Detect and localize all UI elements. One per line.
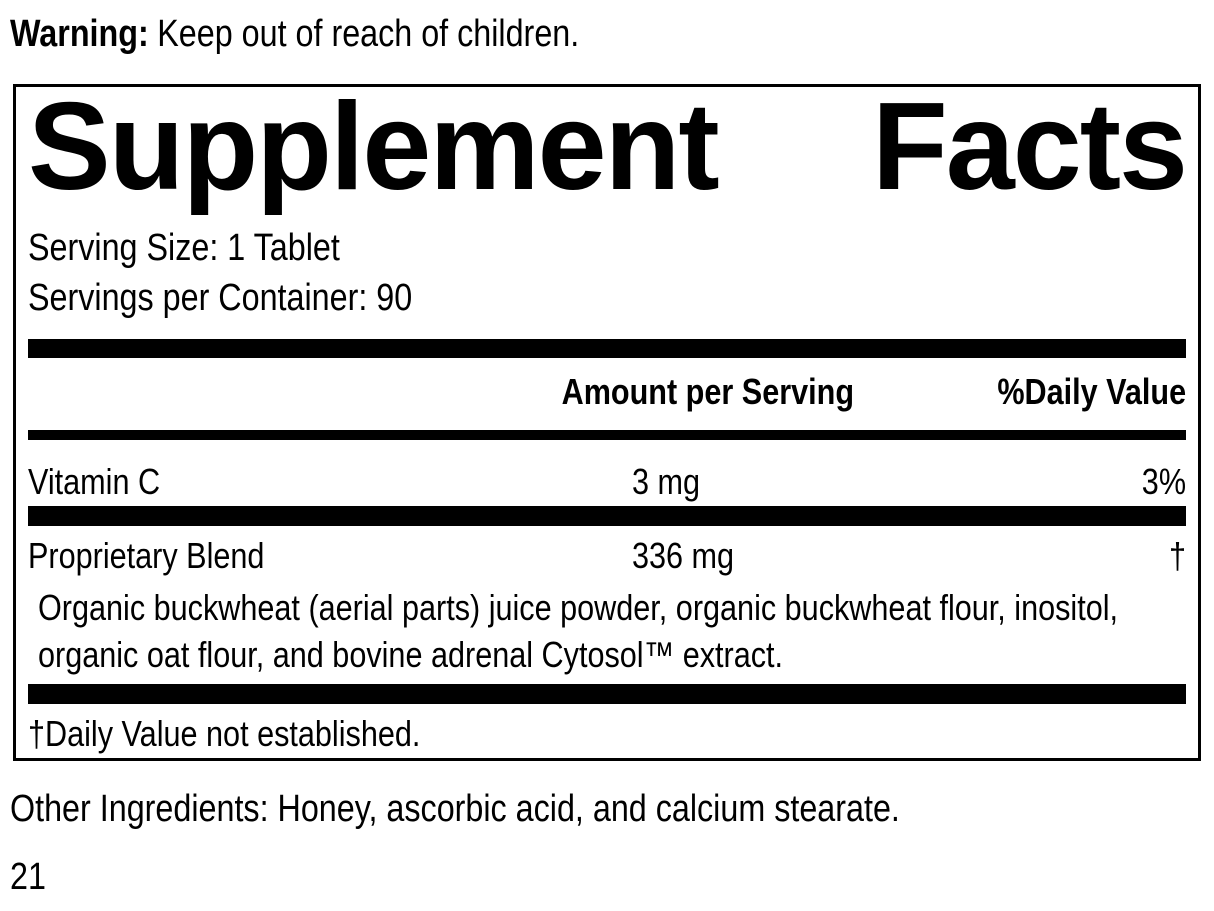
nutrient-amount-cell: 336 mg xyxy=(632,534,1166,578)
divider-bar-thick-bottom xyxy=(28,684,1186,704)
warning-line: Warning: Keep out of reach of children. xyxy=(10,12,1202,56)
nutrient-dv-cell: † xyxy=(1166,534,1186,578)
panel-title: Supplement Facts xyxy=(28,78,1188,216)
warning-label: Warning: xyxy=(10,13,149,55)
supplement-facts-panel: Supplement Facts Serving Size: 1 Tablet … xyxy=(13,84,1201,761)
nutrient-amount-cell: 3 mg xyxy=(632,460,1134,504)
serving-size-line: Serving Size: 1 Tablet xyxy=(28,223,1186,273)
column-header-dv-cell: %Daily Value xyxy=(854,370,1186,414)
other-ingredients-line: Other Ingredients: Honey, ascorbic acid,… xyxy=(10,787,1202,831)
proprietary-blend-description-wrap: Organic buckwheat (aerial parts) juice p… xyxy=(38,584,1186,678)
divider-bar-thick-top xyxy=(28,339,1186,358)
nutrient-dv-cell: 3% xyxy=(1134,460,1186,504)
nutrient-amount: 3 mg xyxy=(632,461,701,502)
page-number-text: 21 xyxy=(10,856,46,898)
column-header-daily-value: %Daily Value xyxy=(997,371,1186,412)
divider-bar-thin-under-header xyxy=(28,430,1186,440)
column-header-amount-cell: Amount per Serving xyxy=(28,370,854,414)
column-header-row: Amount per Serving %Daily Value xyxy=(28,358,1186,430)
nutrient-name-cell: Proprietary Blend xyxy=(28,534,632,578)
table-row: Proprietary Blend 336 mg † xyxy=(28,526,1186,578)
serving-size-text: Serving Size: 1 Tablet xyxy=(28,227,340,269)
column-header-amount: Amount per Serving xyxy=(561,371,854,412)
nutrient-dv: 3% xyxy=(1141,461,1186,502)
table-row: Vitamin C 3 mg 3% xyxy=(28,440,1186,506)
nutrient-name: Proprietary Blend xyxy=(28,535,265,576)
nutrient-name: Vitamin C xyxy=(28,461,161,502)
warning-line-text: Warning: Keep out of reach of children. xyxy=(10,12,579,56)
other-ingredients-text: Other Ingredients: Honey, ascorbic acid,… xyxy=(10,788,900,830)
page-number: 21 xyxy=(10,855,1202,899)
divider-bar-thick-mid xyxy=(28,506,1186,526)
proprietary-blend-description: Organic buckwheat (aerial parts) juice p… xyxy=(38,587,1119,675)
servings-per-container-text: Servings per Container: 90 xyxy=(28,277,413,319)
nutrient-name-cell: Vitamin C xyxy=(28,460,632,504)
servings-per-container-line: Servings per Container: 90 xyxy=(28,273,1186,323)
serving-info: Serving Size: 1 Tablet Servings per Cont… xyxy=(28,223,1186,323)
nutrient-dv-dagger: † xyxy=(1168,535,1186,576)
nutrient-amount: 336 mg xyxy=(632,535,735,576)
footnote-text: †Daily Value not established. xyxy=(28,713,421,754)
footnote-line: †Daily Value not established. xyxy=(28,704,1186,758)
warning-text: Keep out of reach of children. xyxy=(157,13,580,55)
